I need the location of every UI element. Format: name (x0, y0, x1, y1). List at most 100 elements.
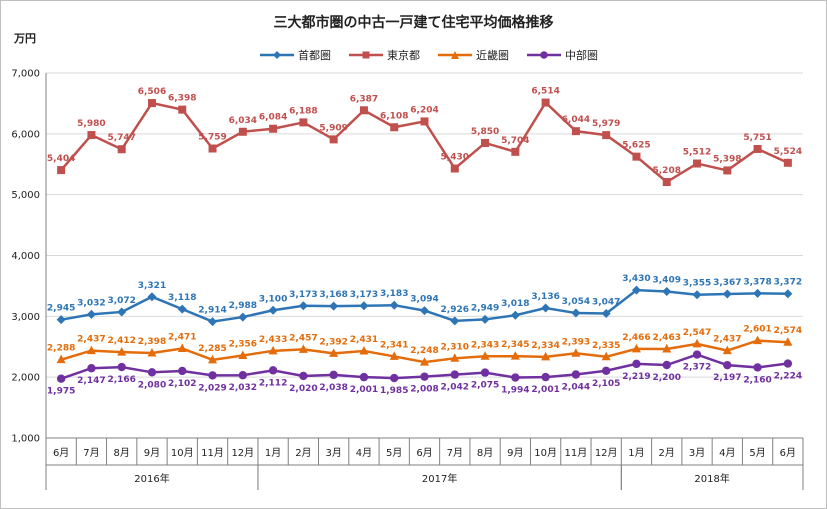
data-point-triangle (56, 354, 66, 364)
x-tick-label: 6月 (780, 447, 796, 459)
data-point-circle (723, 360, 732, 370)
data-label: 5,751 (743, 133, 771, 143)
data-label: 2,433 (259, 335, 287, 345)
data-point-diamond (510, 310, 520, 320)
x-tick-label: 8月 (114, 447, 130, 459)
x-tick-label: 2月 (295, 447, 311, 459)
data-point-triangle (177, 343, 187, 353)
data-label: 2,032 (229, 383, 257, 393)
data-point-square (390, 123, 399, 132)
data-label: 3,173 (350, 290, 378, 300)
data-label: 5,524 (774, 147, 802, 157)
data-label: 2,112 (259, 378, 287, 388)
x-tick-label: 1月 (628, 447, 644, 459)
data-label: 5,208 (653, 166, 681, 176)
data-point-triangle (359, 345, 369, 355)
data-label: 2,431 (350, 335, 378, 345)
x-tick-label: 8月 (477, 447, 493, 459)
data-label: 2,341 (380, 340, 408, 350)
data-label: 6,084 (259, 113, 287, 123)
data-label: 5,512 (683, 148, 711, 158)
data-point-square (450, 164, 459, 173)
data-label: 6,188 (289, 106, 317, 116)
data-point-diamond (480, 314, 490, 324)
data-point-square (57, 166, 66, 175)
legend-label-kinki: 近畿圏 (476, 49, 509, 62)
data-point-diamond (601, 308, 611, 318)
data-point-diamond (783, 289, 793, 299)
data-label: 5,979 (592, 119, 620, 129)
data-point-square (178, 105, 187, 114)
data-point-diamond (389, 300, 399, 310)
data-label: 2,075 (471, 381, 499, 391)
data-point-triangle (571, 348, 581, 357)
data-point-diamond (238, 312, 248, 322)
data-point-circle (208, 371, 217, 380)
data-label: 2,574 (774, 326, 802, 336)
data-label: 2,601 (743, 325, 771, 335)
x-tick-label: 10月 (534, 447, 557, 459)
x-tick-label: 2月 (659, 447, 675, 459)
data-point-square (632, 152, 641, 161)
data-label: 2,949 (471, 303, 499, 313)
data-point-diamond (722, 289, 732, 299)
data-point-diamond (177, 304, 187, 314)
data-point-square (723, 166, 732, 175)
data-label: 1,975 (47, 387, 75, 397)
year-label: 2017年 (422, 472, 457, 485)
data-point-circle (56, 374, 66, 383)
data-point-circle (147, 368, 157, 377)
data-label: 2,160 (743, 375, 771, 385)
legend: 首都圏 東京都 近畿圏 中部圏 (260, 47, 598, 63)
data-label: 2,392 (319, 337, 347, 347)
data-label: 6,506 (138, 87, 166, 97)
data-label: 5,430 (441, 153, 469, 163)
data-label: 2,166 (107, 375, 135, 385)
data-label: 3,355 (683, 279, 711, 289)
data-point-circle (359, 372, 369, 382)
legend-marker-triangle-icon (438, 51, 472, 59)
data-label: 3,173 (289, 290, 317, 300)
data-label: 2,437 (713, 335, 741, 345)
data-label: 2,219 (622, 372, 650, 382)
data-label: 2,345 (501, 340, 529, 350)
data-point-circle (178, 366, 187, 376)
data-label: 2,029 (198, 383, 226, 393)
data-point-circle (450, 370, 459, 379)
data-label: 6,204 (410, 105, 438, 115)
legend-label-shutoken: 首都圏 (298, 49, 331, 62)
data-point-triangle (329, 348, 339, 357)
y-tick-label: 2,000 (11, 373, 40, 384)
data-point-circle (783, 359, 793, 368)
data-point-diamond (147, 292, 157, 302)
data-point-triangle (541, 351, 551, 361)
data-label: 3,047 (592, 297, 620, 307)
legend-item-tokyo: 東京都 (349, 47, 420, 63)
data-label: 5,747 (107, 133, 135, 143)
x-tick-label: 7月 (83, 447, 99, 459)
legend-marker-square-icon (349, 51, 383, 59)
data-label: 3,054 (562, 297, 590, 307)
data-label: 5,404 (47, 154, 75, 164)
data-label: 3,168 (319, 290, 347, 300)
x-tick-label: 9月 (144, 447, 160, 459)
legend-item-kinki: 近畿圏 (438, 47, 509, 63)
data-point-square (783, 158, 792, 167)
data-label: 2,372 (683, 363, 711, 373)
data-label: 2,001 (531, 385, 559, 395)
data-point-circle (662, 360, 671, 370)
data-label: 3,136 (531, 292, 559, 302)
data-label: 6,108 (380, 111, 408, 121)
data-point-diamond (86, 309, 96, 319)
y-tick-label: 3,000 (11, 312, 40, 323)
data-point-square (117, 145, 126, 154)
data-point-diamond (56, 315, 66, 325)
data-point-triangle (268, 345, 278, 355)
data-label: 5,759 (198, 132, 226, 142)
x-tick-label: 1月 (265, 447, 281, 459)
data-point-diamond (692, 290, 702, 300)
data-point-square (147, 99, 156, 108)
data-point-square (269, 124, 278, 133)
